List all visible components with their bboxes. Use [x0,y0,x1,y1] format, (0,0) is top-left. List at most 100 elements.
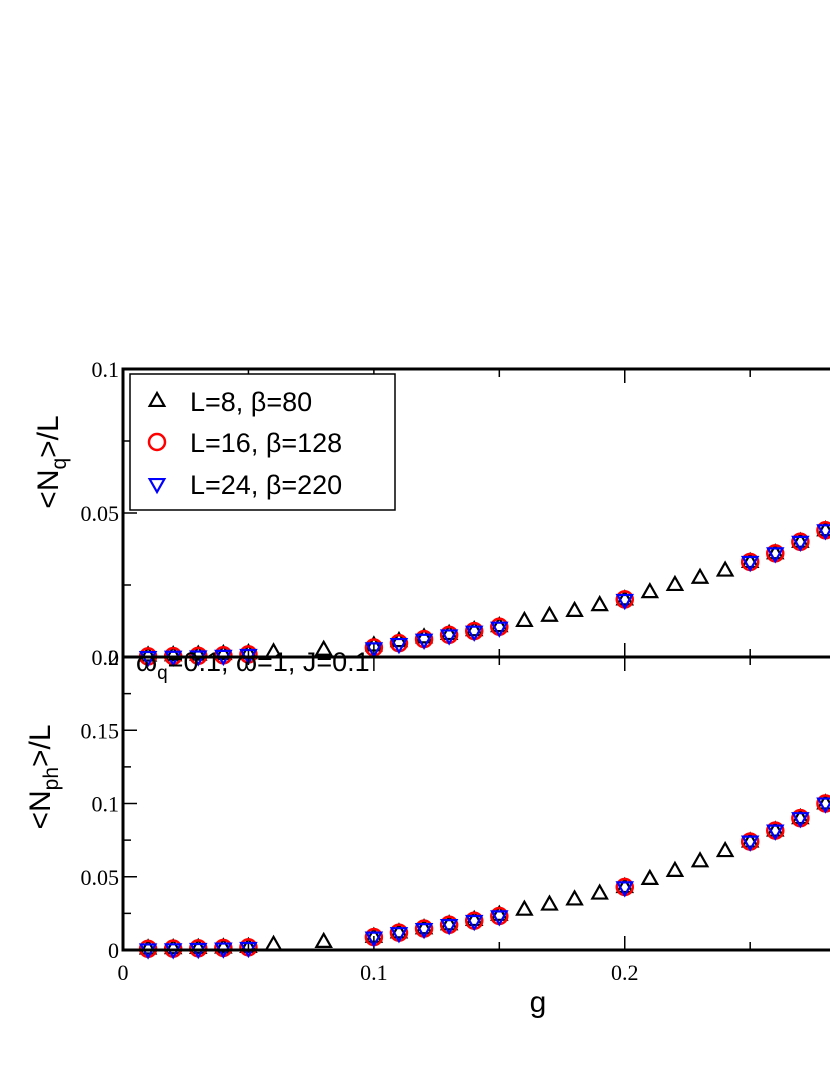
legend-marker-triangle-up [147,390,167,408]
top-point-triangle-down [791,535,810,553]
bot-point-triangle-up [665,860,685,877]
bottom-y-axis-label: <Nph>/L [24,724,63,829]
bot-point-triangle-up [766,820,785,837]
top-point-triangle-up [690,567,710,584]
top-point-triangle-up [163,645,183,662]
x-tick-label: 0 [118,960,129,985]
top-point-triangle-up [540,605,559,622]
bot-point-triangle-up [816,793,830,810]
top-point-triangle-up [214,643,233,661]
top-point-triangle-up [189,644,208,661]
top-point-triangle-up [138,645,158,662]
top-y-tick-label: 0.1 [92,357,120,382]
bot-point-triangle-up [540,894,559,911]
top-point-triangle-up [615,589,635,606]
bot-point-triangle-up [214,937,233,954]
top-point-triangle-up [791,531,810,548]
legend-label-l24: L=24, β=220 [190,470,342,500]
x-tick-label: 0.2 [611,960,639,985]
bot-point-triangle-up [314,931,333,949]
top-point-triangle-down [439,629,459,646]
x-axis-label: g [530,986,547,1019]
bottom-y-axis-label-main: <N [24,790,57,829]
legend-label-l16: L=16, β=128 [190,428,342,458]
bot-point-triangle-up [163,938,183,955]
top-point-triangle-down [138,650,158,668]
bot-point-triangle-up [590,883,609,900]
top-point-triangle-up [314,639,333,656]
bot-point-triangle-down [791,812,810,829]
top-point-triangle-up [464,619,484,637]
top-point-triangle-up [766,543,785,560]
bot-point-triangle-down [816,797,830,814]
bot-point-triangle-up [439,914,459,931]
top-point-triangle-up [414,627,434,644]
bot-point-triangle-down [464,914,484,932]
annotation-sub: q [157,663,168,684]
top-point-triangle-up [590,594,609,612]
top-point-triangle-up [515,610,534,628]
bot-point-triangle-down [766,824,785,841]
bottom-panel: 0 0.05 0.1 0.15 0.2 0 0.1 0.2 <Nph>/L g ωq=0.1… [24,645,830,1019]
annotation-omega: ω [136,647,157,677]
x-tick-labels: 0 0.1 0.2 [118,960,639,985]
top-point-triangle-down [766,547,785,564]
bot-point-triangle-up [490,904,509,921]
bot-point-triangle-up [138,938,158,955]
bot-point-triangle-up [715,840,735,858]
bot-point-triangle-up [389,922,409,939]
bot-point-triangle-up [565,889,584,906]
bot-y-tick-label: 0.05 [81,865,120,890]
bottom-plot-frame [121,655,830,952]
bot-point-triangle-up [189,937,208,955]
bot-y-tick-label: 0 [108,938,119,963]
top-point-triangle-down [364,642,384,659]
top-y-tick-label: 0.05 [81,501,120,526]
legend-label-l8: L=8, β=80 [190,387,312,417]
top-point-triangle-up [640,581,660,599]
top-point-triangle-up [490,615,509,633]
bot-point-triangle-up [740,831,760,848]
bot-point-triangle-up [239,936,258,953]
top-point-triangle-up [715,560,735,577]
top-point-triangle-down [615,593,635,611]
legend: L=8, β=80 L=16, β=128 L=24, β=220 [129,373,396,511]
bottom-y-axis-label-sub: ph [40,767,63,790]
top-point-triangle-down [740,555,760,573]
bottom-y-tick-labels: 0 0.05 0.1 0.15 0.2 [81,645,120,963]
bot-point-triangle-up [791,807,810,825]
bot-point-triangle-down [364,931,384,948]
top-point-triangle-up [565,600,584,617]
bot-point-triangle-up [515,899,534,916]
top-point-triangle-down [490,621,509,638]
top-y-axis-label-sub: q [48,458,71,470]
bot-point-triangle-up [414,918,434,935]
legend-marker-circle [147,432,167,452]
top-point-triangle-down [389,637,409,655]
top-point-triangle-up [439,623,459,641]
legend-box [129,373,396,511]
top-point-triangle-up [665,574,685,592]
top-point-triangle-down [414,633,434,650]
bot-point-triangle-up [364,926,384,943]
bot-y-tick-label: 0.2 [92,645,120,670]
bot-point-triangle-down [740,835,760,852]
bot-point-triangle-up [464,909,484,927]
annotation-rest: =0.1, ω=1, J=0.1 [168,647,370,677]
x-tick-label: 0.1 [360,960,388,985]
top-point-triangle-down [816,524,830,541]
bottom-y-axis-label-end: >/L [24,724,57,767]
bot-point-triangle-down [490,910,509,927]
bot-point-triangle-down [414,922,434,940]
top-panel: 0 0.05 0.1 <Nq>/L L=8, β=80 L=16, β=128 L=… [32,357,830,670]
bot-point-triangle-up [615,876,635,894]
parameters-annotation: ωq=0.1, ω=1, J=0.1 [136,647,370,684]
bot-y-tick-label: 0.1 [92,792,120,817]
bot-point-triangle-down [389,927,409,944]
bot-point-triangle-down [615,881,635,898]
top-y-axis-label-main: <N [32,470,65,509]
top-y-tick-label: 0 [108,645,119,670]
top-point-triangle-up [816,520,830,537]
